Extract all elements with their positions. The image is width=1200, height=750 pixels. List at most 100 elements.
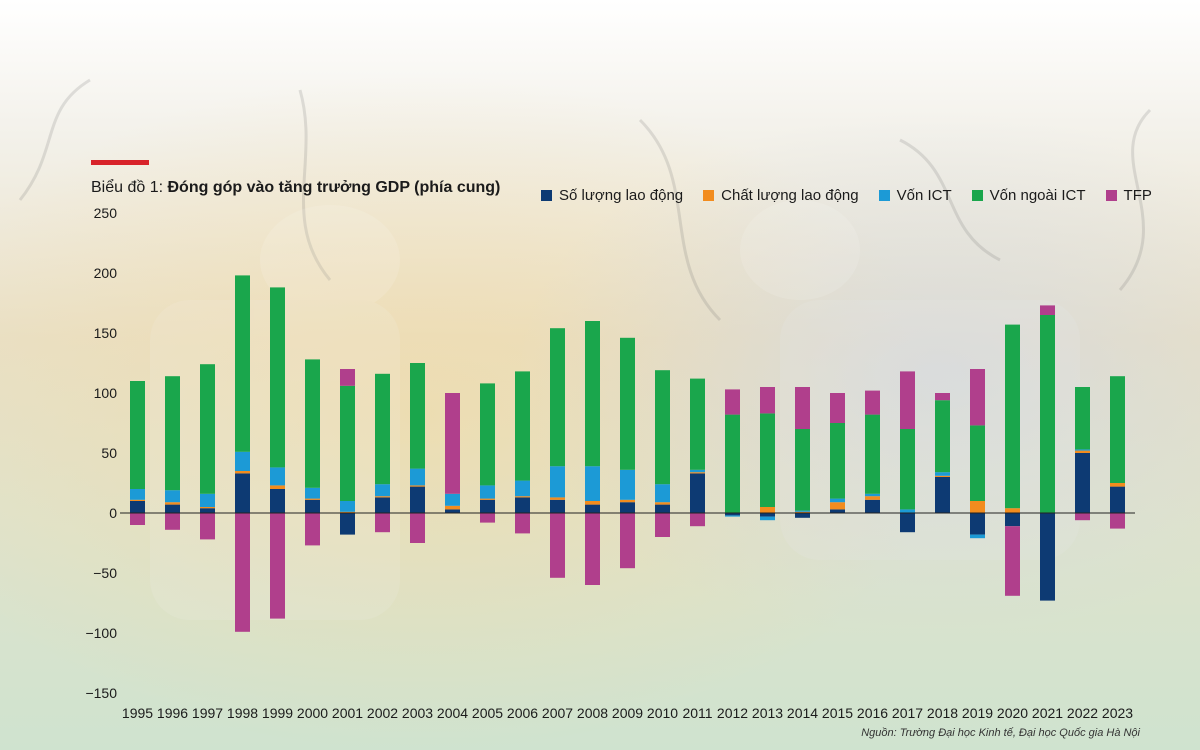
chart-title-main: Đóng góp vào tăng trưởng GDP (phía cung)	[167, 179, 501, 196]
x-tick-label: 2004	[437, 705, 468, 721]
x-tick-label: 2008	[577, 705, 608, 721]
bar-segment-ict_capital-2004	[445, 493, 460, 506]
legend-swatch-tfp	[1105, 190, 1117, 201]
bar-segment-labor_quality-2001	[340, 511, 355, 513]
bar-segment-ict_capital-2008	[585, 466, 600, 501]
x-tick-label: 2005	[472, 705, 503, 721]
bar-segment-labor_quantity-2021	[1040, 513, 1055, 601]
bar-segment-labor_quality-2007	[550, 497, 565, 500]
source-note: Nguồn: Trường Đại học Kinh tế, Đại học Q…	[861, 727, 1140, 739]
legend-label-tfp: TFP	[1123, 187, 1152, 204]
x-tick-label: 2000	[297, 705, 328, 721]
bar-segment-non_ict_capital-2006	[515, 371, 530, 481]
bar-segment-ict_capital-2001	[340, 501, 355, 512]
bar-segment-non_ict_capital-2021	[1040, 315, 1055, 513]
bar-segment-non_ict_capital-2000	[305, 359, 320, 488]
bar-segment-labor_quantity-2011	[690, 473, 705, 513]
x-tick-label: 2015	[822, 705, 853, 721]
bar-segment-labor_quantity-2019	[970, 513, 985, 535]
bar-segment-ict_capital-2003	[410, 468, 425, 486]
legend-label-non-ict-capital: Vốn ngoài ICT	[989, 187, 1086, 204]
legend-item-tfp: TFP	[1105, 187, 1152, 204]
y-tick-label: 100	[94, 385, 118, 401]
bar-segment-labor_quantity-2014	[795, 513, 810, 518]
bar-segment-tfp-2021	[1040, 305, 1055, 315]
y-tick-label: −50	[93, 565, 117, 581]
bar-segment-labor_quantity-2002	[375, 497, 390, 513]
bar-segment-ict_capital-2019	[970, 534, 985, 539]
bar-segment-labor_quality-2002	[375, 496, 390, 498]
bar-segment-labor_quantity-2012	[725, 513, 740, 516]
x-tick-label: 2012	[717, 705, 748, 721]
bar-segment-labor_quality-2009	[620, 499, 635, 503]
bar-segment-labor_quantity-2016	[865, 499, 880, 513]
bar-segment-labor_quantity-2020	[1005, 513, 1020, 527]
x-tick-label: 2022	[1067, 705, 1098, 721]
y-tick-label: 0	[109, 505, 117, 521]
x-tick-label: 1998	[227, 705, 258, 721]
bar-segment-ict_capital-2009	[620, 469, 635, 500]
bar-segment-labor_quality-1995	[130, 499, 145, 501]
bar-segment-labor_quality-2020	[1005, 508, 1020, 513]
bar-segment-labor_quantity-2009	[620, 502, 635, 513]
bar-segment-tfp-2022	[1075, 513, 1090, 521]
bar-segment-non_ict_capital-2007	[550, 328, 565, 467]
bar-segment-tfp-2019	[970, 369, 985, 426]
bar-segment-tfp-2002	[375, 513, 390, 533]
bar-segment-ict_capital-2011	[690, 469, 705, 473]
bar-segment-labor_quality-2019	[970, 501, 985, 513]
bar-segment-tfp-2000	[305, 513, 320, 546]
bar-segment-non_ict_capital-2017	[900, 429, 915, 510]
chart-title: Biểu đồ 1: Đóng góp vào tăng trưởng GDP …	[91, 179, 500, 197]
legend-swatch-non-ict-capital	[971, 190, 983, 201]
bar-segment-ict_capital-2000	[305, 487, 320, 499]
x-tick-label: 2017	[892, 705, 923, 721]
y-tick-label: −100	[85, 625, 117, 641]
x-tick-label: 2019	[962, 705, 993, 721]
bar-segment-labor_quantity-2022	[1075, 453, 1090, 513]
bar-segment-tfp-1999	[270, 513, 285, 619]
bar-segment-labor_quality-2013	[760, 507, 775, 513]
bar-segment-labor_quantity-2003	[410, 486, 425, 513]
bar-segment-tfp-2017	[900, 371, 915, 429]
legend-swatch-ict-capital	[878, 190, 890, 201]
y-tick-label: 250	[94, 205, 118, 221]
bar-segment-tfp-2006	[515, 513, 530, 534]
bar-segment-labor_quality-1996	[165, 502, 180, 505]
bar-segment-labor_quality-2005	[480, 498, 495, 500]
bar-segment-tfp-2013	[760, 387, 775, 414]
bar-segment-ict_capital-2010	[655, 484, 670, 503]
bar-segment-ict_capital-2017	[900, 509, 915, 513]
x-tick-label: 1996	[157, 705, 188, 721]
x-tick-label: 2018	[927, 705, 958, 721]
bar-segment-non_ict_capital-1997	[200, 364, 215, 494]
y-tick-label: −150	[85, 685, 117, 701]
bar-segment-tfp-1995	[130, 513, 145, 525]
bar-segment-ict_capital-2014	[795, 510, 810, 512]
bar-segment-non_ict_capital-2010	[655, 370, 670, 485]
bar-segment-tfp-2020	[1005, 526, 1020, 596]
bar-segment-labor_quality-2003	[410, 485, 425, 487]
x-tick-label: 2007	[542, 705, 573, 721]
bar-segment-labor_quality-2008	[585, 501, 600, 505]
y-tick-label: 50	[101, 445, 117, 461]
bar-segment-labor_quality-2010	[655, 502, 670, 505]
bar-segment-tfp-1997	[200, 513, 215, 540]
legend-label-ict-capital: Vốn ICT	[896, 187, 952, 204]
bar-segment-labor_quantity-2000	[305, 499, 320, 513]
bar-segment-labor_quantity-2023	[1110, 486, 1125, 513]
bar-segment-tfp-2010	[655, 513, 670, 537]
bar-segment-labor_quality-2014	[795, 511, 810, 513]
bar-segment-ict_capital-2002	[375, 484, 390, 497]
bar-segment-non_ict_capital-2013	[760, 413, 775, 507]
bar-segment-tfp-2014	[795, 387, 810, 429]
bar-segment-labor_quality-2015	[830, 502, 845, 510]
x-tick-label: 2016	[857, 705, 888, 721]
bar-segment-labor_quantity-2007	[550, 499, 565, 513]
bar-segment-labor_quantity-2013	[760, 513, 775, 517]
bar-segment-labor_quantity-2018	[935, 477, 950, 513]
bar-segment-ict_capital-2006	[515, 480, 530, 497]
legend-swatch-labor-quantity	[541, 190, 552, 201]
bar-segment-ict_capital-2022	[1075, 449, 1090, 451]
bar-segment-tfp-2018	[935, 393, 950, 401]
